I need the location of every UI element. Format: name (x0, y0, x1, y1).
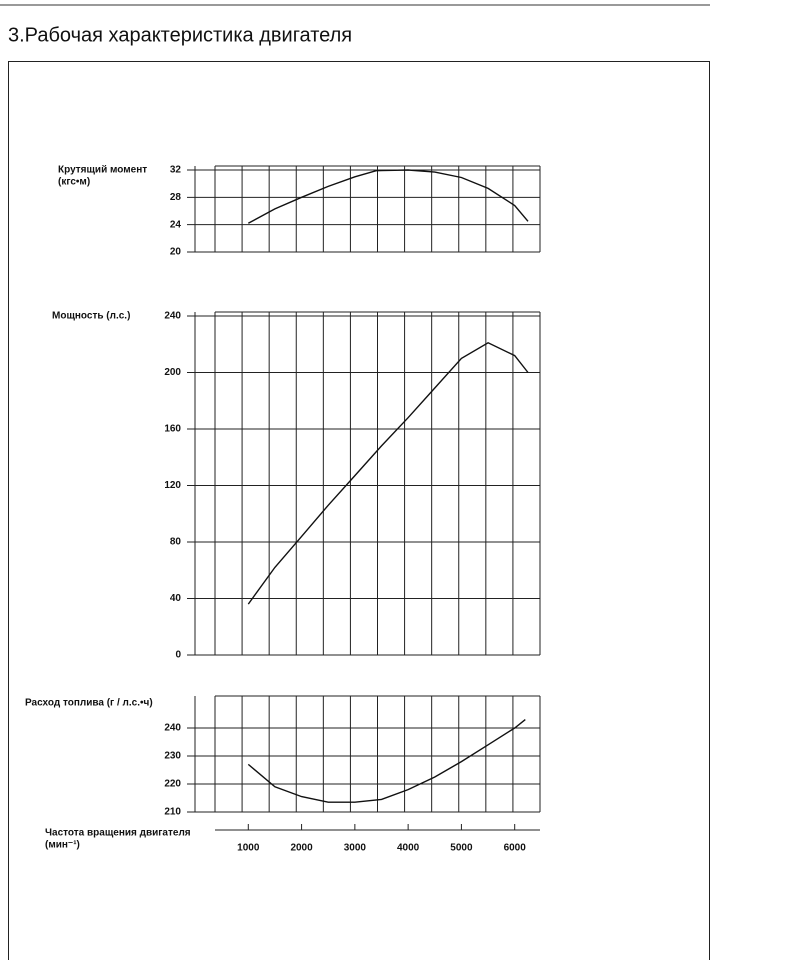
x-tick-label: 2000 (290, 843, 313, 854)
y-tick-label: 32 (170, 165, 182, 176)
x-axis-label: (мин⁻¹) (45, 840, 80, 851)
frame (8, 61, 710, 960)
y-tick-label: 0 (175, 650, 181, 661)
y-tick-label: 240 (164, 723, 181, 734)
y-axis-label: Мощность (л.с.) (52, 311, 130, 322)
y-tick-label: 24 (170, 219, 182, 230)
y-tick-label: 80 (170, 537, 182, 548)
x-axis-label: Частота вращения двигателя (45, 828, 191, 839)
curve (247, 169, 529, 224)
y-tick-label: 240 (164, 311, 181, 322)
y-tick-label: 160 (164, 424, 181, 435)
x-tick-label: 6000 (504, 843, 527, 854)
y-axis-label: (кгс•м) (58, 177, 90, 188)
curve (247, 342, 529, 605)
curve (247, 719, 526, 803)
y-tick-label: 230 (164, 751, 181, 762)
page-title: 3.Рабочая характеристика двигателя (8, 24, 352, 46)
y-tick-label: 220 (164, 779, 181, 790)
y-tick-label: 210 (164, 807, 181, 818)
y-axis-label: Крутящий момент (58, 165, 147, 176)
x-tick-label: 1000 (237, 843, 260, 854)
y-tick-label: 28 (170, 192, 182, 203)
x-tick-label: 5000 (450, 843, 473, 854)
y-axis-label: Расход топлива (г / л.с.•ч) (25, 698, 153, 709)
x-tick-label: 4000 (397, 843, 420, 854)
x-tick-label: 3000 (344, 843, 367, 854)
y-tick-label: 40 (170, 593, 182, 604)
y-tick-label: 20 (170, 247, 182, 258)
y-tick-label: 120 (164, 480, 181, 491)
y-tick-label: 200 (164, 367, 181, 378)
